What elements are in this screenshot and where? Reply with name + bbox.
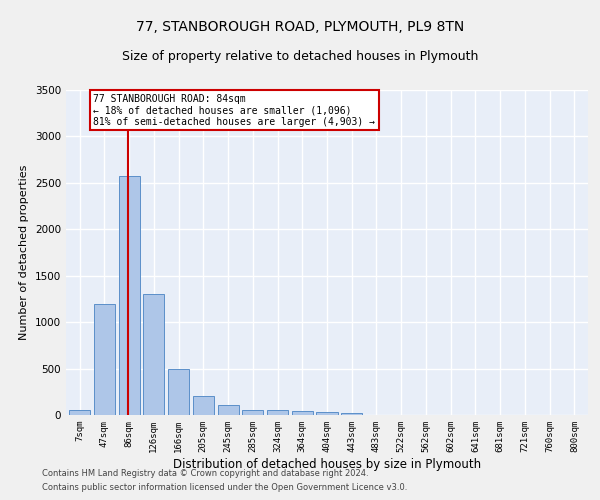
Text: Size of property relative to detached houses in Plymouth: Size of property relative to detached ho… — [122, 50, 478, 63]
Bar — [316, 412, 338, 415]
Y-axis label: Number of detached properties: Number of detached properties — [19, 165, 29, 340]
Bar — [168, 368, 189, 415]
Bar — [292, 412, 313, 415]
Text: Contains public sector information licensed under the Open Government Licence v3: Contains public sector information licen… — [42, 484, 407, 492]
Text: Contains HM Land Registry data © Crown copyright and database right 2024.: Contains HM Land Registry data © Crown c… — [42, 468, 368, 477]
X-axis label: Distribution of detached houses by size in Plymouth: Distribution of detached houses by size … — [173, 458, 481, 470]
Bar — [193, 396, 214, 415]
Bar — [267, 410, 288, 415]
Bar — [143, 294, 164, 415]
Text: 77, STANBOROUGH ROAD, PLYMOUTH, PL9 8TN: 77, STANBOROUGH ROAD, PLYMOUTH, PL9 8TN — [136, 20, 464, 34]
Text: 77 STANBOROUGH ROAD: 84sqm
← 18% of detached houses are smaller (1,096)
81% of s: 77 STANBOROUGH ROAD: 84sqm ← 18% of deta… — [93, 94, 375, 127]
Bar — [119, 176, 140, 415]
Bar — [94, 304, 115, 415]
Bar — [69, 410, 90, 415]
Bar — [341, 412, 362, 415]
Bar — [242, 410, 263, 415]
Bar — [218, 405, 239, 415]
